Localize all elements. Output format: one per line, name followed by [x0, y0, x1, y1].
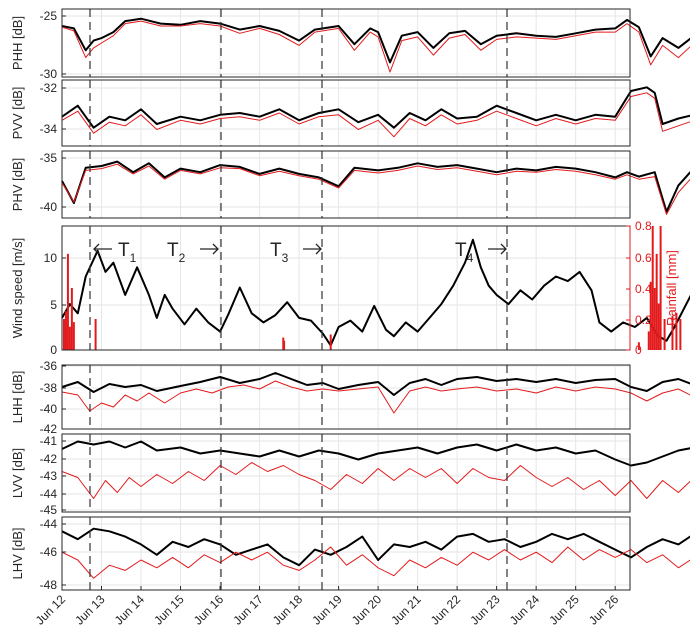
ytick-label-lhh: -40 — [40, 402, 58, 416]
ylabel-phv: PHV [dB] — [10, 158, 25, 211]
xtick-label: Jun 17 — [230, 592, 266, 628]
annotation-arrow — [200, 243, 219, 255]
xtick-label: Jun 16 — [191, 592, 227, 628]
panel-frame-phv — [61, 150, 631, 219]
grid-layer — [61, 9, 630, 590]
ylabel-pvv: PVV [dB] — [10, 87, 25, 140]
ytick-label-pvv: -34 — [40, 122, 58, 136]
annotation-t2: T2 — [167, 240, 186, 265]
xtick-label: Jun 13 — [72, 592, 108, 628]
ytick-label-lhh: -36 — [40, 359, 58, 373]
series-wind-black — [61, 238, 690, 347]
panel-frame-lvv — [61, 433, 631, 513]
series-phv-black — [61, 160, 690, 213]
y2tick-label: 0.2 — [635, 313, 652, 327]
xtick-label: Jun 12 — [33, 592, 69, 628]
ylabel-lvv: LVV [dB] — [10, 448, 25, 498]
y2tick-label: 0.4 — [635, 282, 652, 296]
ytick-label-phh: -30 — [40, 67, 58, 81]
xtick-label: Jun 18 — [270, 592, 306, 628]
ytick-label-lhh: -42 — [40, 422, 58, 436]
annotation-subscript: 4 — [467, 251, 474, 265]
ytick-label-wind: 5 — [50, 298, 57, 312]
series-lhh-red — [61, 380, 690, 414]
xtick-label: Jun 24 — [507, 592, 543, 628]
xtick-label: Jun 23 — [467, 592, 503, 628]
ytick-label-lvv: -45 — [40, 503, 58, 517]
xtick-label: Jun 21 — [388, 592, 424, 628]
series-phh-black — [61, 17, 690, 64]
annotation-arrow — [303, 243, 322, 255]
ylabel-lhv: LHV [dB] — [10, 527, 25, 579]
annotation-arrow — [93, 243, 112, 255]
data-layer — [61, 17, 690, 579]
xtick-label: Jun 20 — [349, 592, 385, 628]
series-lhh-black — [61, 372, 690, 396]
annotation-subscript: 1 — [130, 251, 137, 265]
series-phv-red — [61, 163, 690, 215]
ytick-label-lvv: -41 — [40, 434, 58, 448]
series-lhv-black — [61, 527, 690, 567]
ytick-label-wind: 10 — [44, 251, 58, 265]
panel-frame-phh — [61, 8, 631, 78]
xtick-label: Jun 25 — [546, 592, 582, 628]
ytick-label-lvv: -42 — [40, 452, 58, 466]
ytick-label-lhv: -48 — [40, 578, 58, 592]
ylabel-phh: PHH [dB] — [10, 16, 25, 70]
panel-frame-pvv — [61, 79, 631, 147]
y2tick-label: 0 — [635, 343, 642, 357]
ytick-label-phh: -25 — [40, 9, 58, 23]
ytick-label-lhv: -44 — [40, 517, 58, 531]
series-lhv-red — [61, 546, 690, 579]
ytick-label-lhv: -46 — [40, 545, 58, 559]
ylabel-wind: Wind speed [m/s] — [10, 238, 25, 338]
series-pvv-black — [61, 86, 690, 129]
xtick-label: Jun 14 — [112, 592, 148, 628]
annotation-subscript: 3 — [282, 251, 289, 265]
ytick-label-wind: 0 — [50, 343, 57, 357]
y2label-rainfall: Rainfall [mm] — [664, 250, 679, 326]
ylabel-lhh: LHH [dB] — [10, 371, 25, 424]
panel-frame-lhv — [61, 516, 631, 591]
series-pvv-red — [61, 92, 690, 138]
series-lvv-red — [61, 462, 690, 499]
frame-layer — [61, 8, 631, 591]
ytick-label-lhh: -38 — [40, 381, 58, 395]
annotation-subscript: 2 — [179, 251, 186, 265]
ytick-label-lvv: -43 — [40, 469, 58, 483]
annotation-t1: T1 — [118, 240, 137, 265]
xtick-label: Jun 26 — [586, 592, 622, 628]
series-lvv-black — [61, 440, 690, 467]
annotation-arrow — [488, 243, 507, 255]
ytick-label-phv: -35 — [40, 151, 58, 165]
xtick-label: Jun 22 — [428, 592, 464, 628]
ytick-label-pvv: -32 — [40, 81, 58, 95]
ytick-label-lvv: -44 — [40, 487, 58, 501]
y2tick-label: 0.6 — [635, 251, 652, 265]
panel-frame-wind — [61, 225, 631, 351]
y2tick-label: 0.8 — [635, 219, 652, 233]
ytick-label-phv: -40 — [40, 200, 58, 214]
annotation-t3: T3 — [270, 240, 289, 265]
panel-frame-lhh — [61, 364, 631, 430]
xtick-label: Jun 19 — [309, 592, 345, 628]
xtick-label: Jun 15 — [151, 592, 187, 628]
